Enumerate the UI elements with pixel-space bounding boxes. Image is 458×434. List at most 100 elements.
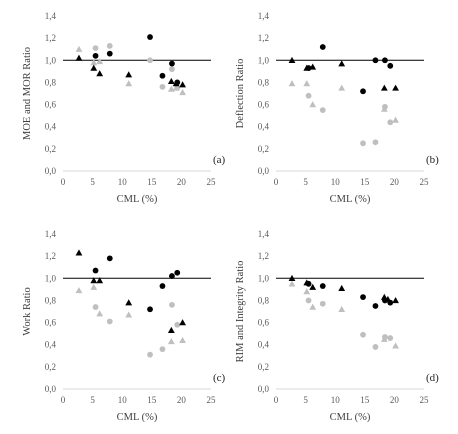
data-point-triangle-grey xyxy=(90,59,98,66)
y-tick-label: 1,0 xyxy=(258,55,270,65)
y-axis-title: Deflection Ratio xyxy=(235,59,246,129)
x-tick-label: 5 xyxy=(90,395,95,405)
data-point-triangle-black xyxy=(288,56,296,64)
y-tick-label: 1,2 xyxy=(258,33,269,43)
y-tick-label: 0,0 xyxy=(258,384,270,394)
data-point-circle-grey xyxy=(387,119,394,126)
x-tick-label: 10 xyxy=(118,395,128,405)
x-tick-label: 0 xyxy=(61,177,66,187)
data-point-circle-black xyxy=(305,280,312,287)
data-point-circle-black xyxy=(372,57,379,64)
data-point-triangle-grey xyxy=(179,88,186,96)
y-tick-label: 0,6 xyxy=(45,318,57,328)
x-tick-label: 20 xyxy=(390,395,400,405)
data-point-circle-black xyxy=(147,34,153,40)
data-point-triangle-grey xyxy=(96,310,104,317)
y-tick-label: 0,2 xyxy=(258,362,269,372)
x-tick-label: 10 xyxy=(331,177,341,187)
data-point-circle-black xyxy=(387,62,394,69)
data-point-triangle-grey xyxy=(90,283,98,290)
data-point-circle-grey xyxy=(159,346,166,353)
data-point-triangle-grey xyxy=(96,57,104,65)
data-point-triangle-grey xyxy=(75,287,83,294)
y-tick-label: 1,0 xyxy=(258,273,270,283)
data-point-circle-black xyxy=(360,294,366,301)
data-point-circle-black xyxy=(174,79,181,86)
data-point-triangle-grey xyxy=(309,101,317,108)
data-point-triangle-grey xyxy=(392,116,399,123)
y-tick-label: 0,8 xyxy=(258,77,270,87)
x-tick-label: 20 xyxy=(177,395,187,405)
data-point-circle-black xyxy=(319,283,326,289)
y-tick-label: 0,4 xyxy=(45,340,57,350)
data-point-circle-grey xyxy=(106,318,113,325)
data-point-triangle-black xyxy=(75,249,83,256)
y-tick-label: 1,4 xyxy=(45,229,57,239)
x-tick-label: 10 xyxy=(331,395,341,405)
y-tick-label: 1,4 xyxy=(45,11,57,21)
data-point-triangle-black xyxy=(392,84,399,91)
data-point-circle-black xyxy=(92,52,99,59)
y-tick-label: 0,2 xyxy=(45,362,56,372)
data-point-circle-black xyxy=(382,57,388,64)
panel-d: 0,0 0,2 0,4 0,6 0,8 1,0 1,2 1,4 0 5 10 15 20 25 CML (%… xyxy=(235,229,439,423)
data-point-circle-black xyxy=(360,88,366,95)
x-tick-label: 25 xyxy=(420,177,430,187)
data-point-triangle-grey xyxy=(392,342,399,349)
y-tick-label: 0,4 xyxy=(258,340,270,350)
y-tick-label: 1,0 xyxy=(45,273,57,283)
x-axis-title: CML (%) xyxy=(117,412,158,423)
data-point-triangle-black xyxy=(167,77,175,85)
x-tick-label: 15 xyxy=(147,177,157,187)
data-point-triangle-grey xyxy=(303,80,311,87)
data-point-triangle-black xyxy=(288,274,296,282)
data-point-triangle-grey xyxy=(125,311,133,318)
data-point-triangle-grey xyxy=(303,288,311,295)
panel-b: 0,0 0,2 0,4 0,6 0,8 1,0 1,2 1,4 0 5 10 15 20 25 CML (%… xyxy=(235,11,439,205)
data-point-circle-grey xyxy=(174,321,181,328)
x-tick-label: 15 xyxy=(360,177,370,187)
y-tick-label: 0,6 xyxy=(258,318,270,328)
data-point-triangle-black xyxy=(309,283,317,290)
y-axis-title: RIM and Integrity Ratio xyxy=(235,261,246,363)
data-point-circle-grey xyxy=(174,85,181,91)
data-point-triangle-black xyxy=(179,81,186,88)
y-axis-title: MOE and MOR Ratio xyxy=(22,47,33,140)
data-point-circle-grey xyxy=(382,103,388,110)
data-point-triangle-black xyxy=(96,277,104,284)
y-tick-label: 0,0 xyxy=(258,166,270,176)
panel-label: (c) xyxy=(213,372,226,384)
x-tick-label: 25 xyxy=(420,395,430,405)
panel-label: (b) xyxy=(426,154,439,166)
y-tick-label: 1,2 xyxy=(258,251,269,261)
data-point-triangle-black xyxy=(338,284,346,291)
y-tick-label: 1,0 xyxy=(45,55,57,65)
panel-label: (d) xyxy=(426,372,439,384)
x-tick-label: 5 xyxy=(303,395,308,405)
panel-a: 0,0 0,2 0,4 0,6 0,8 1,0 1,2 1,4 0 5 10 15 20 25 CML (%… xyxy=(22,11,226,205)
x-tick-label: 20 xyxy=(390,177,400,187)
y-tick-label: 0,2 xyxy=(45,144,56,154)
data-point-circle-grey xyxy=(92,45,99,52)
x-tick-label: 0 xyxy=(61,395,66,405)
data-point-triangle-black xyxy=(392,297,399,304)
y-tick-label: 0,0 xyxy=(45,166,57,176)
data-point-circle-grey xyxy=(360,140,366,147)
data-point-triangle-black xyxy=(75,54,83,61)
x-tick-label: 25 xyxy=(207,177,217,187)
data-point-circle-grey xyxy=(147,351,153,358)
y-tick-label: 0,8 xyxy=(45,295,57,305)
data-point-triangle-grey xyxy=(288,280,296,287)
data-point-triangle-grey xyxy=(125,80,133,87)
data-point-circle-black xyxy=(305,65,312,71)
data-point-circle-grey xyxy=(387,335,394,341)
x-tick-label: 25 xyxy=(207,395,217,405)
x-tick-label: 5 xyxy=(90,177,95,187)
data-point-circle-grey xyxy=(372,344,379,350)
x-axis-title: CML (%) xyxy=(330,194,371,205)
data-point-circle-grey xyxy=(159,83,166,90)
x-tick-label: 20 xyxy=(177,177,187,187)
data-point-triangle-grey xyxy=(338,305,346,313)
data-point-circle-black xyxy=(174,269,181,276)
